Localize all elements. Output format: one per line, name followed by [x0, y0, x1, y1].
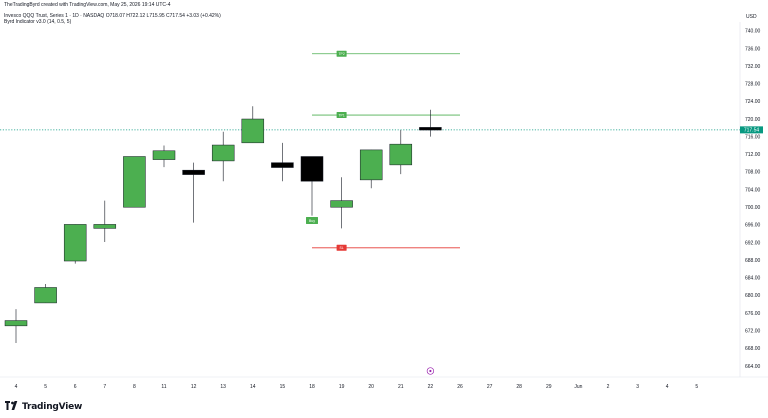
earnings-event-dot	[429, 369, 432, 373]
x-tick-label: 11	[161, 384, 166, 390]
tradingview-branding[interactable]: TradingView	[5, 401, 82, 412]
candle-body[interactable]	[241, 118, 265, 144]
chart-header: TheTradingByrd created with TradingView.…	[4, 2, 221, 25]
y-tick-label: 708.00	[745, 170, 761, 176]
x-tick-label: 22	[428, 384, 434, 390]
candle-body[interactable]	[182, 169, 205, 175]
tv-logo-icon	[5, 401, 19, 412]
candle-body[interactable]	[271, 162, 294, 168]
y-tick-label: 720.00	[745, 117, 761, 123]
candle-body[interactable]	[389, 143, 413, 166]
level-badge-label: TP2	[338, 52, 344, 56]
candle-body[interactable]	[419, 127, 442, 131]
buy-signal-label: Buy	[309, 219, 315, 223]
last-price-tag[interactable]	[740, 126, 763, 134]
candle-body[interactable]	[359, 149, 383, 181]
x-tick-label: 27	[487, 384, 493, 390]
x-tick-label: 20	[368, 384, 374, 390]
candle-body[interactable]	[34, 287, 57, 304]
x-tick-label: 4	[666, 384, 669, 390]
level-badge-label: TP1	[338, 113, 344, 117]
x-tick-label: 8	[133, 384, 136, 390]
level-badge-tp2	[336, 50, 347, 57]
y-tick-label: 668.00	[745, 346, 761, 352]
candle-body[interactable]	[330, 200, 353, 208]
candle-body[interactable]	[4, 320, 28, 327]
candle-body[interactable]	[152, 150, 176, 160]
x-tick-label: 29	[546, 384, 552, 390]
y-tick-label: 680.00	[745, 293, 761, 299]
y-tick-label: 676.00	[745, 311, 761, 317]
y-tick-label: 664.00	[745, 364, 761, 370]
y-tick-label: 672.00	[745, 328, 761, 334]
candle-body[interactable]	[93, 224, 117, 229]
y-tick-label: 696.00	[745, 223, 761, 229]
x-tick-label: 18	[309, 384, 315, 390]
y-tick-label: 740.00	[745, 29, 761, 35]
indicator-legend[interactable]: Byrd Indicator v3.0 (14, 0.5, 5)	[4, 19, 72, 25]
x-tick-label: 26	[457, 384, 463, 390]
y-tick-label: 704.00	[745, 187, 761, 193]
x-tick-label: Jun	[574, 384, 582, 390]
y-tick-label: 716.00	[745, 134, 761, 140]
x-tick-label: 19	[339, 384, 345, 390]
last-price-label: 717.54	[744, 128, 760, 134]
x-tick-label: 14	[250, 384, 256, 390]
x-tick-label: 5	[44, 384, 47, 390]
x-tick-label: 3	[636, 384, 639, 390]
buy-signal-badge[interactable]	[306, 216, 318, 224]
currency-label[interactable]: USD	[746, 14, 757, 20]
level-badge-sl	[336, 244, 347, 251]
x-tick-label: 28	[516, 384, 522, 390]
y-tick-label: 712.00	[745, 152, 761, 158]
x-tick-label: 4	[15, 384, 18, 390]
y-tick-label: 732.00	[745, 64, 761, 70]
brand-name: TradingView	[22, 401, 83, 412]
level-badge-tp1	[336, 112, 347, 119]
y-tick-label: 700.00	[745, 205, 761, 211]
x-tick-label: 5	[695, 384, 698, 390]
x-tick-label: 15	[280, 384, 286, 390]
level-badge-label: SL	[340, 246, 344, 250]
y-tick-label: 692.00	[745, 240, 761, 246]
y-tick-label: 728.00	[745, 82, 761, 88]
y-tick-label: 736.00	[745, 46, 761, 52]
y-tick-label: 724.00	[745, 99, 761, 105]
y-tick-label: 688.00	[745, 258, 761, 264]
x-tick-label: 13	[220, 384, 226, 390]
x-tick-label: 7	[103, 384, 106, 390]
candle-body[interactable]	[123, 156, 146, 208]
candle-body[interactable]	[211, 144, 235, 162]
x-tick-label: 12	[191, 384, 197, 390]
symbol-legend[interactable]: Invesco QQQ Trust, Series 1 · 1D · NASDA…	[4, 13, 221, 19]
y-tick-label: 684.00	[745, 276, 761, 282]
x-tick-label: 2	[607, 384, 610, 390]
x-tick-label: 21	[398, 384, 404, 390]
candle-body[interactable]	[63, 224, 87, 262]
candle-body[interactable]	[300, 156, 324, 182]
attribution-text: TheTradingByrd created with TradingView.…	[4, 2, 171, 8]
x-tick-label: 6	[74, 384, 77, 390]
